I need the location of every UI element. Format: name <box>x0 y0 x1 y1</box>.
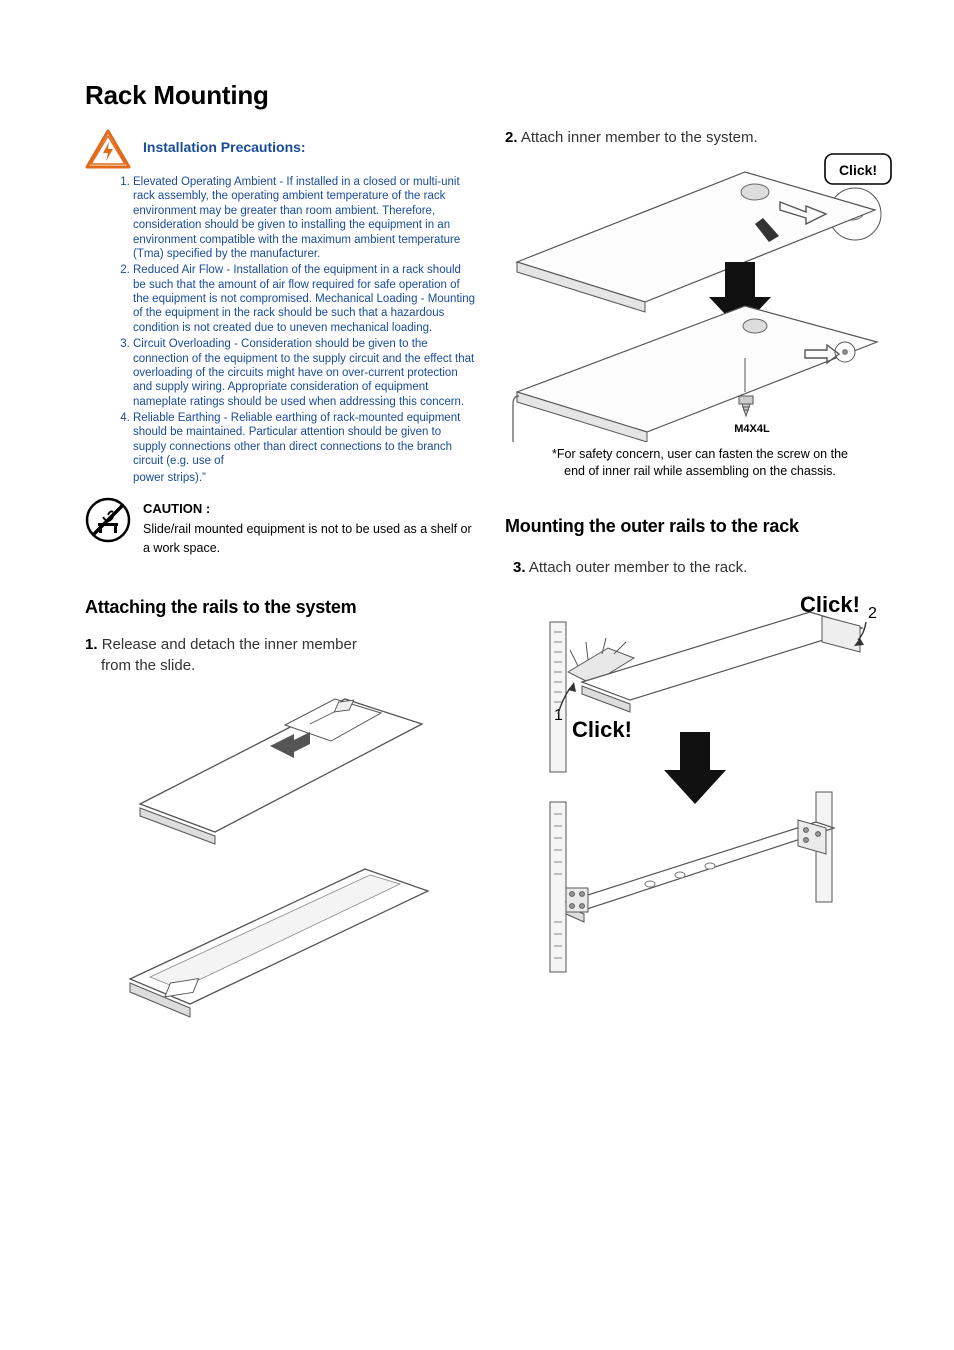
page-title: Rack Mounting <box>85 80 894 111</box>
right-column: 2. Attach inner member to the system. Cl… <box>505 129 895 1024</box>
step2-block: 2. Attach inner member to the system. Cl… <box>505 129 895 480</box>
step2-number: 2. <box>505 129 518 146</box>
caution-body: Slide/rail mounted equipment is not to b… <box>143 520 475 558</box>
figure-step1 <box>85 684 475 1024</box>
click-label-2: Click! <box>800 592 860 617</box>
precaution-item: Elevated Operating Ambient - If installe… <box>133 175 475 261</box>
precautions-heading-wrap: Installation Precautions: <box>143 129 306 155</box>
left-column: Installation Precautions: Elevated Opera… <box>85 129 475 1024</box>
step2-footnote-line2: end of inner rail while assembling on th… <box>505 463 895 480</box>
caution-text: CAUTION : Slide/rail mounted equipment i… <box>143 497 475 558</box>
step3-line: 3. Attach outer member to the rack. <box>513 559 895 576</box>
step3-text: Attach outer member to the rack. <box>529 559 747 576</box>
precaution-item: Reliable Earthing - Reliable earthing of… <box>133 411 475 469</box>
step1-number: 1. <box>85 636 98 653</box>
click-label: Click! <box>839 162 877 178</box>
step3-number: 3. <box>513 559 526 576</box>
step1-text: Release and detach the inner member <box>102 636 357 653</box>
click-num-1: 1 <box>554 707 563 724</box>
precaution-item: Circuit Overloading - Consideration shou… <box>133 337 475 409</box>
step1-line: 1. Release and detach the inner member <box>85 636 475 653</box>
precautions-block: Installation Precautions: <box>85 129 475 169</box>
caution-heading: CAUTION : <box>143 501 475 516</box>
warning-icon <box>85 129 131 169</box>
two-column-layout: Installation Precautions: Elevated Opera… <box>85 129 894 1024</box>
step2-line: 2. Attach inner member to the system. <box>505 129 895 146</box>
precaution-trailing: power strips).” <box>133 471 475 485</box>
click-label-1: Click! <box>572 717 632 742</box>
section-attaching-heading: Attaching the rails to the system <box>85 597 475 618</box>
screw-spec-label: M4X4L <box>734 423 770 435</box>
step2-text: Attach inner member to the system. <box>521 129 758 146</box>
step1-subtext: from the slide. <box>101 657 475 674</box>
precaution-item: Reduced Air Flow - Installation of the e… <box>133 263 475 335</box>
caution-icon <box>85 497 131 543</box>
section-mounting-heading: Mounting the outer rails to the rack <box>505 516 895 537</box>
caution-block: CAUTION : Slide/rail mounted equipment i… <box>85 497 475 558</box>
precautions-heading: Installation Precautions: <box>143 139 306 155</box>
figure-step3: Click! 1 Click! 2 <box>505 582 895 982</box>
click-num-2: 2 <box>868 605 877 622</box>
step2-footnote-line1: *For safety concern, user can fasten the… <box>505 446 895 463</box>
figure-step2: Click! <box>505 152 895 442</box>
step2-footnote: *For safety concern, user can fasten the… <box>505 446 895 480</box>
precautions-list: Elevated Operating Ambient - If installe… <box>133 175 475 469</box>
